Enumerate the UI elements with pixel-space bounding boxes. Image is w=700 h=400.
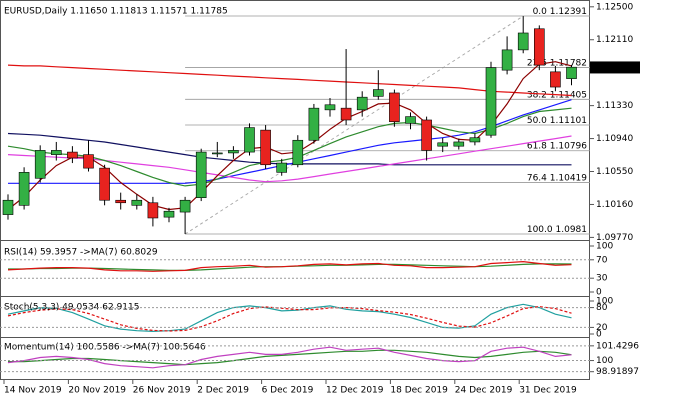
candle-body xyxy=(50,150,62,155)
fib-value-text: 1.11782 xyxy=(550,58,587,68)
candle-body xyxy=(131,199,143,206)
x-tick-label: 18 Dec 2019 xyxy=(390,386,448,396)
fib-value-text: 1.10796 xyxy=(550,141,587,151)
fib-label: 0.0 1.12391 xyxy=(533,7,587,17)
bid-label: 1.11782 xyxy=(596,63,633,73)
candle-body xyxy=(99,167,110,201)
panel-title: Momentum(14) 100.5586 ->MA(7) 100.5646 xyxy=(4,343,206,353)
indicator-line xyxy=(7,305,572,332)
fib-trend-line xyxy=(184,15,524,235)
candle-body xyxy=(195,151,207,198)
y-tick-label: 0 xyxy=(596,288,602,298)
candle-body xyxy=(356,96,368,111)
candle-body xyxy=(517,32,529,51)
fib-label: 50.0 1.11101 xyxy=(527,115,587,125)
candle-body xyxy=(372,89,384,97)
y-tick-label: 70 xyxy=(596,255,608,265)
candle-body xyxy=(421,119,432,151)
y-tick-label: 1.10550 xyxy=(596,167,633,177)
x-tick-label: 24 Dec 2019 xyxy=(455,386,513,396)
candle-body xyxy=(276,162,288,173)
panel-title: EURUSD,Daily 1.11650 1.11813 1.11571 1.1… xyxy=(4,6,228,16)
candle-body xyxy=(83,154,94,169)
y-tick-label: 98.91897 xyxy=(596,367,639,377)
y-tick-label: 101.4296 xyxy=(596,341,639,351)
indicator-line xyxy=(7,260,572,272)
candle-body xyxy=(324,104,336,111)
fib-label: 100.0 1.0981 xyxy=(527,225,587,235)
indicator-line xyxy=(8,349,572,366)
panel-title: RSI(14) 59.3957 ->MA(7) 60.8029 xyxy=(4,248,158,258)
candle-body xyxy=(244,127,255,153)
candle-body xyxy=(405,116,416,124)
candle-body xyxy=(340,107,352,121)
y-tick-label: 100 xyxy=(596,297,613,307)
candle-body xyxy=(228,150,239,154)
x-tick-label: 12 Dec 2019 xyxy=(326,386,384,396)
y-tick-label: 1.10160 xyxy=(596,200,633,210)
candle-body xyxy=(550,71,561,88)
candle-body xyxy=(212,152,223,155)
candle-body xyxy=(18,172,30,206)
fib-label: 61.8 1.10796 xyxy=(527,141,587,151)
indicator-line xyxy=(7,107,572,187)
candle-body xyxy=(179,199,191,213)
fib-level-text: 76.4 xyxy=(527,173,547,183)
x-tick-label: 31 Dec 2019 xyxy=(519,386,577,396)
plot-frame xyxy=(0,0,590,380)
x-tick-label: 20 Nov 2019 xyxy=(68,386,126,396)
fib-level-text: 100.0 xyxy=(527,225,553,235)
fib-level-text: 50.0 xyxy=(527,115,547,125)
y-tick-label: 1.12500 xyxy=(596,2,633,12)
candle-body xyxy=(308,107,320,141)
candle-body xyxy=(566,66,577,79)
y-tick-label: 30 xyxy=(596,274,608,284)
candle-body xyxy=(163,210,175,218)
indicator-line xyxy=(7,346,572,369)
y-tick-label: 100 xyxy=(596,242,613,252)
candle-body xyxy=(67,151,78,159)
candle-body xyxy=(469,137,481,143)
candle-body xyxy=(292,139,304,166)
candle-body xyxy=(34,150,46,179)
x-tick-label: 2 Dec 2019 xyxy=(197,386,249,396)
panel-title: Stoch(5,3,3) 49.0534 62.9115 xyxy=(4,303,139,313)
y-tick-label: 100 xyxy=(596,356,613,366)
candle-body xyxy=(260,129,271,166)
y-tick-label: 1.12110 xyxy=(596,35,633,45)
y-tick-label: 80 xyxy=(596,303,608,313)
fib-value-text: 1.0981 xyxy=(556,225,588,235)
fib-level-text: 61.8 xyxy=(527,141,547,151)
candle-body xyxy=(485,67,497,136)
fib-label: 76.4 1.10419 xyxy=(527,173,587,183)
y-tick-label: 1.10940 xyxy=(596,134,633,144)
y-tick-label: 1.09770 xyxy=(596,233,633,243)
x-tick-label: 6 Dec 2019 xyxy=(262,386,314,396)
y-tick-label: 1.11330 xyxy=(596,101,633,111)
candle-body xyxy=(389,92,400,122)
fib-value-text: 1.11101 xyxy=(550,115,587,125)
x-tick-label: 26 Nov 2019 xyxy=(133,386,191,396)
fib-level-text: 38.2 xyxy=(527,90,547,100)
fib-value-text: 1.10419 xyxy=(550,173,587,183)
indicator-line xyxy=(7,303,572,333)
fib-value-text: 1.12391 xyxy=(550,7,587,17)
bid-box xyxy=(590,61,640,74)
fib-level-text: 0.0 xyxy=(533,7,548,17)
candle-body xyxy=(533,28,545,66)
candle-body xyxy=(2,199,14,215)
candle-body xyxy=(115,199,126,204)
indicator-line xyxy=(7,64,572,97)
candle-body xyxy=(501,49,513,71)
candle-body xyxy=(147,202,159,219)
candle-body xyxy=(453,141,465,147)
y-tick-label: 0 xyxy=(596,330,602,340)
y-tick-label: 20 xyxy=(596,323,608,333)
candle-body xyxy=(437,142,449,147)
x-tick-label: 14 Nov 2019 xyxy=(4,386,62,396)
